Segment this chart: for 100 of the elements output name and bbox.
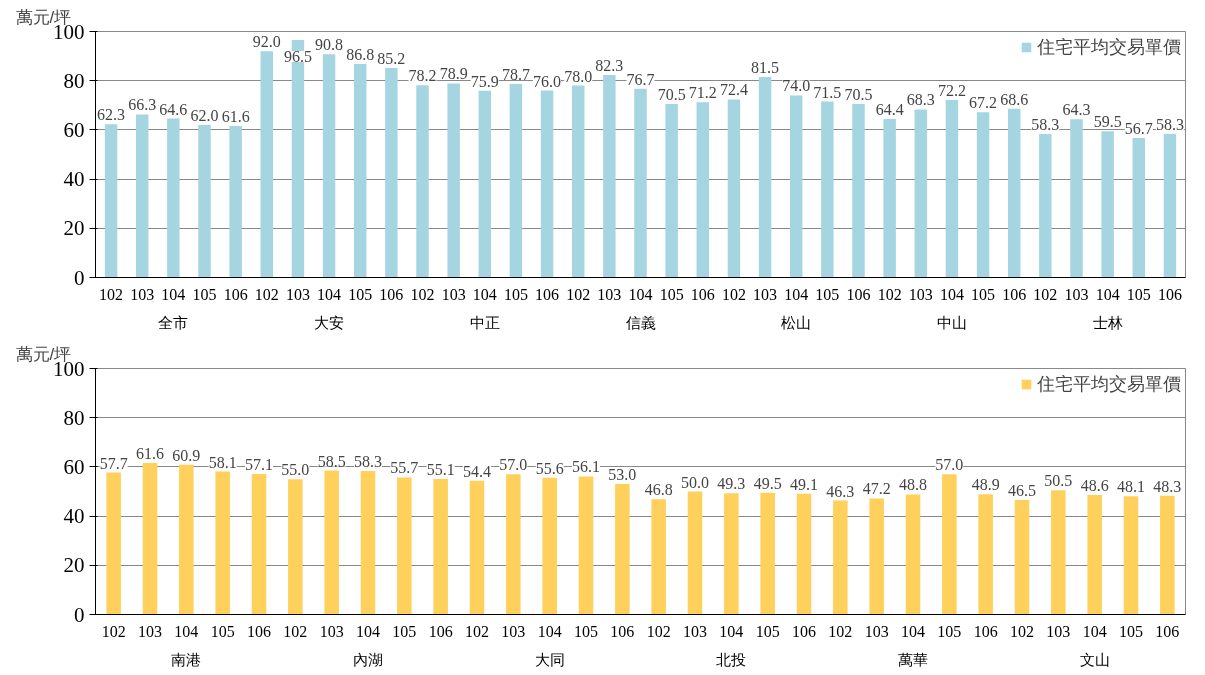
data-label: 56.7 xyxy=(1124,120,1153,138)
bar xyxy=(1087,494,1102,615)
bar xyxy=(360,471,376,615)
x-tick-label: 106 xyxy=(792,622,816,640)
x-tick-label: 105 xyxy=(503,285,528,303)
data-label: 64.4 xyxy=(875,101,904,119)
x-tick-label: 102 xyxy=(410,285,435,303)
text: 信義 xyxy=(625,313,656,331)
x-tick-label: 103 xyxy=(441,285,466,303)
x-tick-label: 103 xyxy=(501,622,526,640)
bar xyxy=(1014,500,1030,615)
x-tick-label: 106 xyxy=(223,285,248,303)
x-tick-label: 106 xyxy=(1155,622,1180,640)
x-tick-label: 104 xyxy=(174,622,199,640)
data-label: 75.9 xyxy=(470,72,499,90)
y-tick-label: 40 xyxy=(63,167,85,192)
data-label: 60.9 xyxy=(172,446,201,464)
x-tick-label: 104 xyxy=(1095,285,1120,303)
x-tick-label: 103 xyxy=(285,285,310,303)
x-tick-label: 106 xyxy=(846,285,871,303)
data-label: 61.6 xyxy=(221,107,250,125)
bar xyxy=(905,494,921,615)
x-tick-label: 104 xyxy=(161,285,186,303)
data-label: 62.3 xyxy=(97,106,126,124)
bar xyxy=(724,493,739,615)
x-tick-label: 102 xyxy=(566,285,591,303)
data-label: 68.6 xyxy=(1000,90,1029,108)
bar xyxy=(976,112,990,278)
bar xyxy=(603,75,616,278)
data-label: 48.9 xyxy=(971,476,1000,494)
x-tick-label: 103 xyxy=(1046,622,1071,640)
x-tick-label: 105 xyxy=(971,285,996,303)
bar xyxy=(1101,131,1114,278)
bar xyxy=(796,493,812,615)
x-tick-label: 105 xyxy=(1126,285,1151,303)
x-tick-label: 103 xyxy=(597,285,622,303)
data-label: 78.7 xyxy=(501,65,530,83)
y-tick-label: 20 xyxy=(63,216,85,241)
data-label: 57.0 xyxy=(499,456,528,474)
x-tick-label: 105 xyxy=(574,622,598,640)
bar xyxy=(634,88,647,278)
bar xyxy=(945,99,959,278)
bar xyxy=(578,476,594,615)
bar xyxy=(447,83,460,278)
bar xyxy=(942,474,957,615)
bar xyxy=(665,104,678,278)
y-tick-label: 60 xyxy=(63,117,85,142)
bar xyxy=(506,474,521,615)
bar xyxy=(687,491,703,615)
data-label: 50.5 xyxy=(1044,472,1073,490)
bar xyxy=(215,471,230,615)
x-tick-label: 104 xyxy=(472,285,497,303)
data-label: 71.2 xyxy=(688,84,717,102)
x-tick-label: 106 xyxy=(973,622,998,640)
bar xyxy=(135,114,149,278)
data-label: 46.8 xyxy=(644,481,673,499)
bar xyxy=(651,499,666,615)
y-tick-label: 60 xyxy=(63,454,85,479)
text: 大安 xyxy=(314,313,345,331)
text: 松山 xyxy=(781,313,812,331)
data-label: 55.7 xyxy=(390,459,419,477)
data-label: 67.2 xyxy=(969,94,998,112)
x-tick-label: 102 xyxy=(99,285,124,303)
x-tick-label: 106 xyxy=(1002,285,1027,303)
bar xyxy=(760,492,775,615)
bar xyxy=(509,83,523,278)
bar xyxy=(978,494,993,615)
data-label: 57.0 xyxy=(935,456,964,474)
bar xyxy=(540,90,554,278)
bar xyxy=(167,118,180,278)
data-label: 48.3 xyxy=(1153,477,1182,495)
data-label: 71.5 xyxy=(813,83,842,101)
bar xyxy=(615,484,630,615)
y-tick-label: 40 xyxy=(63,504,85,529)
data-label: 50.0 xyxy=(681,473,709,491)
x-tick-label: 104 xyxy=(537,622,562,640)
x-tick-label: 102 xyxy=(828,622,853,640)
bar xyxy=(106,472,121,615)
data-label: 58.3 xyxy=(354,453,382,471)
x-tick-label: 103 xyxy=(864,622,889,640)
bar xyxy=(322,54,336,278)
x-tick-label: 106 xyxy=(428,622,453,640)
data-label: 54.4 xyxy=(463,462,491,480)
x-tick-label: 105 xyxy=(937,622,962,640)
x-tick-label: 104 xyxy=(1082,622,1107,640)
bar xyxy=(385,67,398,278)
data-label: 47.2 xyxy=(862,480,891,498)
bar xyxy=(260,51,274,278)
data-label: 57.7 xyxy=(99,454,128,472)
data-label: 48.1 xyxy=(1117,478,1145,496)
x-tick-label: 105 xyxy=(755,622,780,640)
x-tick-label: 105 xyxy=(815,285,840,303)
x-tick-label: 106 xyxy=(247,622,271,640)
x-tick-label: 102 xyxy=(465,622,489,640)
data-label: 78.2 xyxy=(408,67,437,85)
data-label: 66.3 xyxy=(128,96,157,114)
bar xyxy=(852,104,865,278)
data-label: 62.0 xyxy=(190,106,219,124)
x-tick-label: 104 xyxy=(317,285,342,303)
text: 內湖 xyxy=(353,650,383,668)
